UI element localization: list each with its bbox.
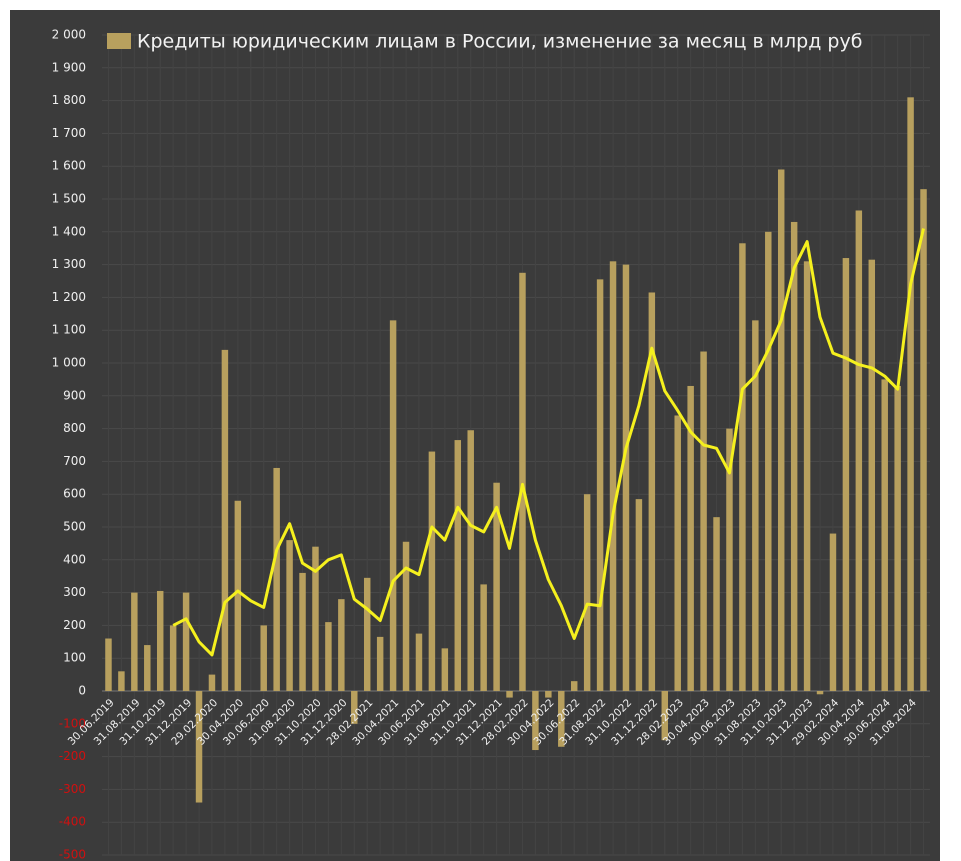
bar bbox=[842, 258, 850, 691]
bar bbox=[221, 349, 229, 691]
legend: Кредиты юридическим лицам в России, изме… bbox=[107, 31, 862, 53]
bar bbox=[545, 691, 552, 698]
y-tick-label: 1 000 bbox=[52, 356, 86, 370]
bar bbox=[156, 590, 164, 691]
bar bbox=[506, 691, 513, 698]
bar bbox=[182, 592, 190, 691]
bar bbox=[868, 259, 876, 691]
bar bbox=[558, 691, 565, 747]
y-tick-label: 0 bbox=[78, 684, 86, 698]
line bbox=[172, 228, 925, 657]
y-tick-label: -400 bbox=[59, 815, 86, 829]
bar bbox=[441, 648, 449, 691]
bar bbox=[894, 385, 901, 691]
bar bbox=[661, 691, 669, 741]
bar bbox=[234, 500, 242, 691]
chart-background bbox=[10, 10, 940, 861]
bar bbox=[881, 379, 888, 691]
bar bbox=[376, 636, 384, 691]
y-tick-label: 1 100 bbox=[52, 323, 86, 337]
y-tick-label: 1 500 bbox=[52, 192, 86, 206]
bar bbox=[829, 533, 837, 691]
bar bbox=[609, 261, 617, 691]
bar bbox=[389, 320, 397, 691]
bar bbox=[855, 210, 863, 692]
bar bbox=[777, 169, 785, 692]
bar bbox=[299, 572, 306, 691]
bar bbox=[635, 499, 643, 691]
bar bbox=[532, 691, 539, 751]
bar bbox=[687, 385, 694, 691]
bar bbox=[467, 430, 474, 691]
bar bbox=[338, 599, 345, 691]
bar bbox=[480, 584, 487, 691]
bar bbox=[803, 261, 811, 691]
legend-label: Кредиты юридическим лицам в России, изме… bbox=[137, 31, 862, 53]
y-tick-label: 600 bbox=[63, 487, 86, 501]
bar bbox=[131, 592, 138, 691]
y-tick-label: -100 bbox=[59, 716, 86, 730]
bar bbox=[739, 243, 746, 691]
y-tick-label: -300 bbox=[59, 782, 86, 796]
bar bbox=[752, 320, 759, 691]
y-tick-label: 900 bbox=[63, 388, 86, 402]
y-tick-label: 700 bbox=[63, 454, 86, 468]
bar bbox=[260, 625, 267, 691]
legend-swatch bbox=[107, 33, 131, 49]
bar bbox=[648, 292, 656, 691]
bar bbox=[105, 638, 112, 691]
bar bbox=[713, 517, 720, 691]
bar bbox=[674, 415, 681, 691]
bar bbox=[118, 671, 125, 691]
bar bbox=[726, 428, 733, 691]
y-tick-label: 200 bbox=[63, 618, 86, 632]
bar bbox=[700, 351, 707, 691]
bar bbox=[454, 440, 462, 691]
y-tick-label: 1 800 bbox=[52, 93, 86, 107]
y-tick-label: 400 bbox=[63, 552, 86, 566]
bar bbox=[312, 546, 319, 691]
bar bbox=[596, 279, 604, 691]
bar bbox=[286, 540, 293, 691]
bar bbox=[273, 467, 280, 691]
marks bbox=[105, 97, 927, 803]
y-tick-label: -500 bbox=[59, 848, 86, 861]
bar bbox=[363, 577, 371, 691]
y-tick-label: 1 600 bbox=[52, 159, 86, 173]
y-tick-label: 1 900 bbox=[52, 60, 86, 74]
bar bbox=[169, 625, 177, 691]
y-tick-label: -200 bbox=[59, 749, 86, 763]
y-tick-label: 500 bbox=[63, 520, 86, 534]
bar bbox=[144, 645, 151, 691]
bar bbox=[816, 691, 824, 695]
y-tick-label: 300 bbox=[63, 585, 86, 599]
bar bbox=[493, 482, 500, 691]
bar bbox=[790, 221, 798, 691]
bar bbox=[415, 633, 423, 691]
bar bbox=[907, 97, 914, 691]
bar bbox=[570, 681, 578, 691]
bar bbox=[428, 451, 436, 691]
bar bbox=[195, 691, 203, 803]
y-tick-label: 1 400 bbox=[52, 224, 86, 238]
bar bbox=[765, 231, 772, 692]
bar bbox=[325, 622, 332, 691]
y-tick-label: 2 000 bbox=[52, 28, 86, 42]
bar bbox=[208, 674, 216, 691]
bar bbox=[402, 541, 410, 691]
y-tick-label: 800 bbox=[63, 421, 86, 435]
bar bbox=[920, 189, 927, 691]
y-tick-label: 1 200 bbox=[52, 290, 86, 304]
bar bbox=[351, 691, 358, 724]
y-tick-label: 100 bbox=[63, 651, 86, 665]
bar bbox=[583, 494, 591, 691]
y-tick-label: 1 300 bbox=[52, 257, 86, 271]
bar bbox=[519, 272, 526, 691]
bar bbox=[622, 264, 630, 691]
y-tick-label: 1 700 bbox=[52, 126, 86, 140]
